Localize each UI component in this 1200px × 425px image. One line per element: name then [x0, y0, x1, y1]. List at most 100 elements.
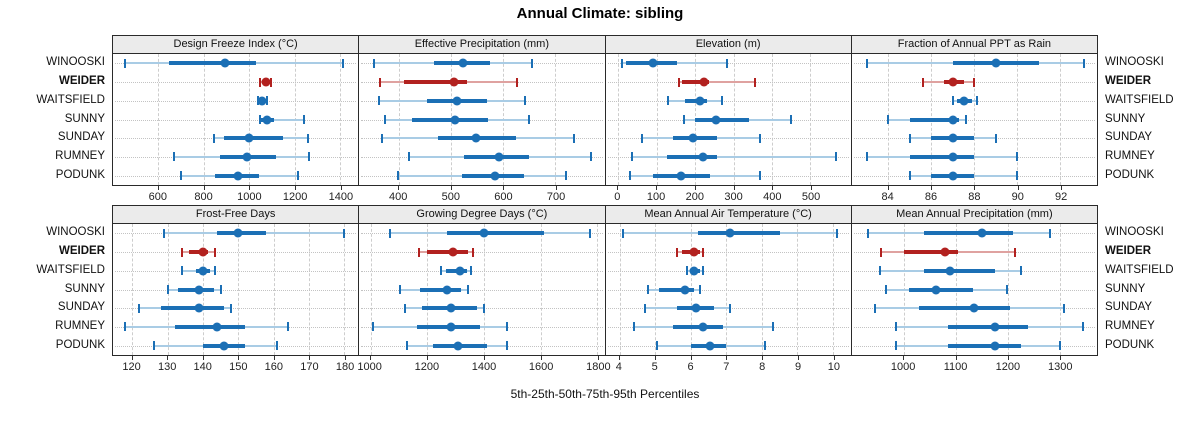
panel-header: Mean Annual Precipitation (mm): [850, 205, 1098, 224]
gridline-horizontal: [607, 100, 849, 102]
median-dot: [448, 247, 458, 257]
axis-tick-label: 170: [300, 361, 319, 373]
whisker-cap: [467, 285, 470, 294]
axis-tick: [930, 186, 932, 190]
gridline-horizontal: [361, 270, 603, 272]
axis-tick: [955, 356, 957, 360]
x-axis-label: 5th-25th-50th-75th-95th Percentiles: [510, 387, 700, 401]
gridline-horizontal: [607, 289, 849, 291]
interquartile-band: [947, 324, 1029, 329]
axis-tick-label: 4: [615, 361, 622, 373]
median-dot: [452, 96, 462, 106]
whisker-cap: [531, 58, 534, 68]
median-dot: [711, 115, 721, 124]
median-dot: [455, 266, 465, 276]
gridline-horizontal: [607, 252, 849, 254]
median-dot: [494, 152, 504, 162]
axis-tick: [249, 186, 251, 190]
percentile-range-line: [259, 118, 304, 121]
whisker-cap: [483, 303, 485, 313]
whisker-cap: [894, 322, 897, 332]
axis-tick-label: 1300: [1048, 361, 1073, 373]
median-dot: [446, 322, 456, 332]
panel-mean-annual-air-temperature-c: Mean Annual Air Temperature (°C) 4 5 6 7 8 9 10: [604, 205, 852, 376]
axis-tick: [503, 186, 505, 190]
axis-tick: [618, 356, 620, 360]
interquartile-band: [697, 231, 780, 236]
whisker-cap: [471, 247, 474, 257]
interquartile-band: [168, 61, 257, 66]
site-labels-right: WINOOSKI WEIDER WAITSFIELD SUNNY SUNDAY RUMNE…: [1098, 35, 1200, 206]
site-label-weider: WEIDER: [1105, 245, 1151, 258]
median-dot: [948, 171, 958, 181]
median-dot: [194, 303, 204, 313]
median-dot: [940, 247, 950, 257]
axis-tick: [903, 356, 905, 360]
whisker-cap: [1019, 266, 1022, 276]
whisker-cap: [835, 228, 838, 238]
panels-container: Frost-Free Days 120 130 140 150 160 170 180 Grow…: [112, 205, 1098, 376]
panel-x-axis: 120 130 140 150 160 170 180: [112, 356, 359, 376]
whisker-cap: [702, 266, 705, 276]
median-dot: [257, 96, 267, 106]
site-label-winooski: WINOOSKI: [46, 56, 105, 69]
site-label-sunny: SUNNY: [64, 112, 105, 125]
axis-tick-label: 0: [614, 191, 621, 203]
whisker-cap: [667, 96, 670, 106]
axis-tick: [157, 186, 159, 190]
axis-tick: [340, 186, 342, 190]
whisker-cap: [372, 322, 375, 332]
median-dot: [959, 96, 969, 106]
interquartile-band: [666, 154, 718, 159]
whisker-cap: [677, 77, 680, 87]
panel-plot-area: [358, 224, 606, 356]
axis-tick: [617, 186, 619, 190]
median-dot: [244, 133, 254, 143]
axis-tick: [654, 356, 656, 360]
whisker-cap: [258, 77, 261, 87]
site-label-sunday: SUNDAY: [57, 301, 105, 314]
median-dot: [948, 77, 958, 87]
axis-tick-label: 200: [685, 191, 704, 203]
interquartile-band: [447, 231, 544, 236]
site-label-waitsfield: WAITSFIELD: [36, 263, 105, 276]
axis-tick-label: 1800: [586, 361, 611, 373]
site-label-winooski: WINOOSKI: [1105, 56, 1164, 69]
axis-tick-label: 1400: [471, 361, 497, 373]
gridline-horizontal: [607, 270, 849, 272]
whisker-cap: [994, 133, 997, 143]
median-dot: [220, 58, 230, 68]
whisker-cap: [378, 77, 381, 87]
median-dot: [990, 322, 1000, 332]
median-dot: [450, 115, 460, 124]
whisker-cap: [880, 247, 883, 257]
whisker-cap: [1006, 285, 1009, 294]
whisker-cap: [728, 303, 731, 313]
site-label-waitsfield: WAITSFIELD: [1105, 93, 1174, 106]
axis-tick: [556, 186, 558, 190]
axis-tick-label: 92: [1055, 191, 1068, 203]
whisker-cap: [764, 341, 767, 351]
interquartile-band: [924, 231, 1013, 236]
whisker-cap: [297, 171, 300, 181]
panel-x-axis: 600 800 1000 1200 1400: [112, 186, 359, 206]
axis-tick-label: 10: [827, 361, 840, 373]
whisker-cap: [754, 77, 757, 87]
median-dot: [705, 341, 715, 351]
interquartile-band: [411, 117, 488, 122]
whisker-cap: [302, 115, 305, 124]
axis-tick-label: 120: [122, 361, 141, 373]
whisker-cap: [219, 285, 222, 294]
whisker-cap: [440, 266, 443, 276]
panels-container: Design Freeze Index (°C) 600 800 1000 1200 14…: [112, 35, 1098, 206]
axis-tick-label: 600: [148, 191, 167, 203]
whisker-cap: [389, 228, 392, 238]
site-label-podunk: PODUNK: [1105, 338, 1155, 351]
interquartile-band: [908, 287, 973, 292]
panel-header: Fraction of Annual PPT as Rain: [850, 35, 1098, 54]
median-dot: [948, 152, 958, 162]
median-dot: [198, 266, 208, 276]
whisker-cap: [1016, 152, 1019, 162]
whisker-cap: [1013, 247, 1016, 257]
